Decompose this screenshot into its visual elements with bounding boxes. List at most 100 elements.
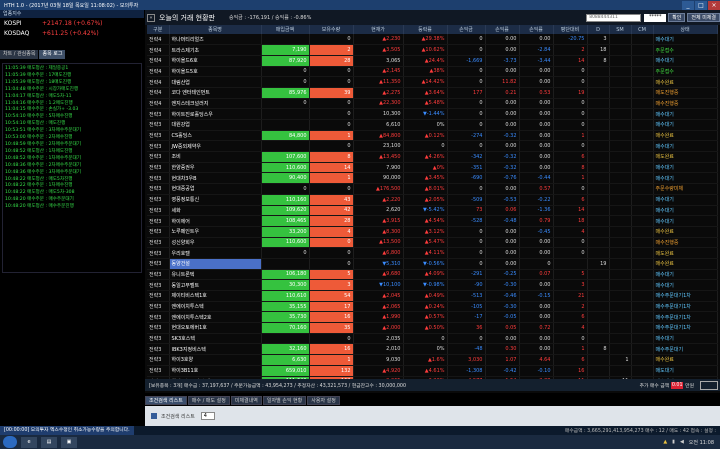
table-cell: 1	[553, 130, 588, 142]
table-row[interactable]: 전략4 트라스제기초 7,190 2 ▲3,505 ▲10.62% 0 0.00 -2.84 2 1…	[147, 44, 718, 56]
table-row[interactable]: 전략3 엔에이치투스텍 35,155 17 ▲2,065 ▲0.24% -105 -0.30 0…	[147, 301, 718, 313]
column-header[interactable]: 보유수량	[309, 25, 354, 34]
table-cell	[587, 130, 610, 142]
maximize-button[interactable]: □	[695, 0, 707, 10]
tab-chart-watchlist[interactable]: 차트 / 관심종목	[0, 50, 39, 59]
table-cell: -0.76	[485, 172, 520, 185]
table-cell: -0.53	[485, 194, 520, 206]
bottom-tab[interactable]: 일자별 손익 현황	[262, 396, 307, 405]
table-row[interactable]: 전략3 유니트론텍 106,180 5 ▲9,680 ▲4.09% -291 -0.25 0.0…	[147, 269, 718, 281]
table-row[interactable]: 전략4 하나머티리얼즈 0 ▲2,230 ▲29.38% 0 0.00 0.00 -20.75 3…	[147, 34, 718, 46]
table-row[interactable]: 전략3 CS홀딩스 84,800 1 ▲84,800 ▲0.12% -274 -0.32 0.0…	[147, 130, 718, 142]
table-cell: 매수주문대기1차	[653, 290, 718, 302]
table-cell: 전략4	[147, 34, 170, 46]
table-row[interactable]: 전략3 하이3호양 6,630 1 9,030 ▲1.6% 3,030 1.07 4.64 6 1 매…	[147, 354, 718, 366]
profit-summary: 승익금 : -176,191 / 승익률 : -0.86%	[228, 15, 312, 21]
account-input[interactable]: 8088444311	[586, 13, 642, 22]
count-input[interactable]: 4	[200, 412, 215, 420]
bottom-tab[interactable]: 미체결내역	[230, 396, 262, 405]
column-header[interactable]: 평단대비	[553, 25, 588, 34]
table-cell: 11.82	[485, 76, 520, 88]
confirm-button[interactable]: 확인	[668, 13, 686, 22]
bottom-tab[interactable]: 사용자 설정	[307, 396, 340, 405]
column-header[interactable]: 손익률	[485, 25, 520, 34]
column-header[interactable]: 매입금액	[261, 25, 310, 34]
log-item: 10:48:22 매수주문 : 1차매수진행	[5, 183, 73, 189]
column-header[interactable]: SM	[609, 25, 632, 34]
table-row[interactable]: 전략3 제이티비스텍1호 110,610 54 ▲2,045 ▲0.49% -513 -0.4…	[147, 290, 718, 302]
table-cell: -0.45	[519, 226, 554, 238]
table-cell: 0	[447, 247, 486, 259]
bottom-tab[interactable]: 조건검색 리스트	[145, 396, 187, 405]
bottom-tab[interactable]: 매수 / 매도 설정	[187, 396, 230, 405]
table-cell: 0.00	[519, 76, 554, 88]
table-row[interactable]: 전략3 우리호텔 0 0 ▲6,800 ▲4.11% 0 0.00 0.00 0 매도완료	[147, 247, 718, 259]
table-row[interactable]: 전략3 동양건설 0 ▼5,310 ▼-0.56% 0 0.00 0 19 매수완료	[147, 258, 718, 270]
column-header[interactable]: 구분	[147, 25, 170, 34]
folder-icon[interactable]: ▤	[41, 436, 57, 448]
close-button[interactable]: ×	[708, 0, 720, 10]
table-cell: ▲4.09%	[403, 269, 448, 281]
table-row[interactable]: 전략3 SK3호스텍 0 2,035 0 0 0.00 0.00 0 매수대기	[147, 333, 718, 345]
table-cell: 1	[309, 130, 354, 142]
column-header[interactable]: 종목명	[169, 25, 262, 34]
column-header[interactable]: 등락률	[403, 25, 448, 34]
table-row[interactable]: 전략3 하이에어 108,465 28 ▲3,915 ▲4.54% -528 -0.48 0.7…	[147, 215, 718, 227]
table-row[interactable]: 전략4 하이올드5호 0 0 ▲2,145 ▲38% 0 0.00 0.00 0 주문접수	[147, 66, 718, 78]
table-row[interactable]: 전략3 엔에이치투스텍2호 35,730 16 ▲1,990 ▲0.57% -17 -0.05…	[147, 311, 718, 324]
table-row[interactable]: 전략4 하이올드6호 87,920 28 3,065 ▲24.4% -1,669 -3.73-…	[147, 55, 718, 67]
amount-box[interactable]	[700, 380, 718, 390]
column-header[interactable]: D	[587, 25, 610, 34]
table-cell: 132	[309, 365, 354, 377]
table-cell: 0.79	[519, 215, 554, 227]
password-input[interactable]: *****	[644, 13, 667, 22]
table-cell	[587, 172, 610, 185]
column-header[interactable]: 손익률	[519, 25, 554, 34]
table-row[interactable]: 전략3 대원강업 0 6,610 0% 0 0.00 0.00 0 매수대기	[147, 119, 718, 131]
table-cell: 매수주문대기1차	[653, 322, 718, 334]
minimize-button[interactable]: _	[682, 0, 694, 10]
table-cell: 0.00	[519, 343, 554, 356]
all-unfilled-button[interactable]: 전체 미체결	[687, 13, 720, 22]
table-row[interactable]: 전략3 하이3B11호 659,010 132 ▲4,920 ▲4.61% -1,308 -0…	[147, 365, 718, 377]
table-row[interactable]: 전략3 동일고무벨트 30,300 3 ▼10,100 ▼-0.98% -90 -0.30 0.…	[147, 279, 718, 291]
volume-icon[interactable]: ◀	[679, 439, 684, 445]
table-cell: 6,630	[261, 354, 310, 366]
app-icon[interactable]: e	[21, 436, 37, 448]
table-cell: ▲176,500	[353, 183, 404, 195]
table-cell: 0.05	[485, 322, 520, 334]
table-row[interactable]: 전략3 조비 107,600 8 ▲13,450 ▲4.26% -342 -0.32 0.00 6…	[147, 151, 718, 163]
table-row[interactable]: 전략3 영풍정보통신 110,160 43 ▲2,220 ▲2.05% -509 -0.53-…	[147, 194, 718, 206]
table-cell: 0.00	[519, 66, 554, 78]
column-header[interactable]: 현재가	[353, 25, 404, 34]
table-row[interactable]: 전략3 현대차3우B 90,400 1 90,000 ▲3.45% -690 -0.76 -0.…	[147, 172, 718, 185]
table-row[interactable]: 전략3 하이트진로홀딩스우 0 10,300 ▼-1.44% 0 0.00 0.00 0 매수대기	[147, 108, 718, 120]
table-row[interactable]: 전략3 IBK3지정비스텍 32,160 16 2,010 0% -48 0.30 0.00 1 8…	[147, 343, 718, 356]
table-row[interactable]: 전략3 현대중공업 0 0 ▲176,500 ▲8.01% 0 0.00 0.57 0 주문수량미체	[147, 183, 718, 195]
table-row[interactable]: 전략3 한양증권우 110,600 14 7,900 ▲0% -351 -0.32 0.00 8 매…	[147, 162, 718, 174]
table-cell	[631, 247, 654, 259]
table-cell	[609, 194, 632, 206]
table-row[interactable]: 전략3 현대오토에버1호 70,160 35 ▲2,000 ▲0.50% 36 0.05 0.7…	[147, 322, 718, 334]
start-button[interactable]	[3, 436, 17, 448]
table-row[interactable]: 전략3 노루페인트우 33,200 4 ▲8,300 ▲3.12% 0 0.00 -0.45 4 매…	[147, 226, 718, 238]
order-amount-input[interactable]: 0.01	[671, 381, 684, 389]
table-row[interactable]: 전략4 코다 엔터테인먼트 85,976 39 ▲2,275 ▲3.64% 177 0.21 0…	[147, 87, 718, 99]
table-row[interactable]: 전략4 엔지스테크널러지 0 0 ▲22,300 ▲5.48% 0 0.00 0.00 0 매수진행…	[147, 98, 718, 110]
tab-stock-log[interactable]: 종목 로그	[39, 50, 66, 59]
collapse-icon[interactable]: «	[147, 13, 155, 22]
table-cell: 0	[309, 108, 354, 120]
table-cell: 매도완료	[653, 151, 718, 163]
warning-icon[interactable]: ▲	[663, 439, 668, 445]
table-cell	[587, 322, 610, 334]
table-row[interactable]: 전략3 JW중외제약우 0 23,100 0 0 0.00 0.00 0 매수대기	[147, 140, 718, 153]
network-icon[interactable]: ▮	[672, 439, 675, 445]
expand-icon[interactable]	[151, 413, 157, 419]
column-header[interactable]: 손익금	[447, 25, 486, 34]
trading-app-icon[interactable]: ▣	[61, 436, 77, 448]
table-row[interactable]: 전략4 대림산업 0 0 ▲11,350 ▲14.42% 0 11.82 0.00 0 매수완료	[147, 76, 718, 88]
table-row[interactable]: 전략3 성신양회우 110,600 0 ▲13,500 ▲5.47% 0 0.00 0.00 0 매…	[147, 237, 718, 249]
column-header[interactable]: 상태	[653, 25, 718, 34]
table-row[interactable]: 전략3 세화 109,620 42 2,620 ▼-5.42% 73 0.06 -1.36 14 매…	[147, 205, 718, 217]
column-header[interactable]: CM	[631, 25, 654, 34]
